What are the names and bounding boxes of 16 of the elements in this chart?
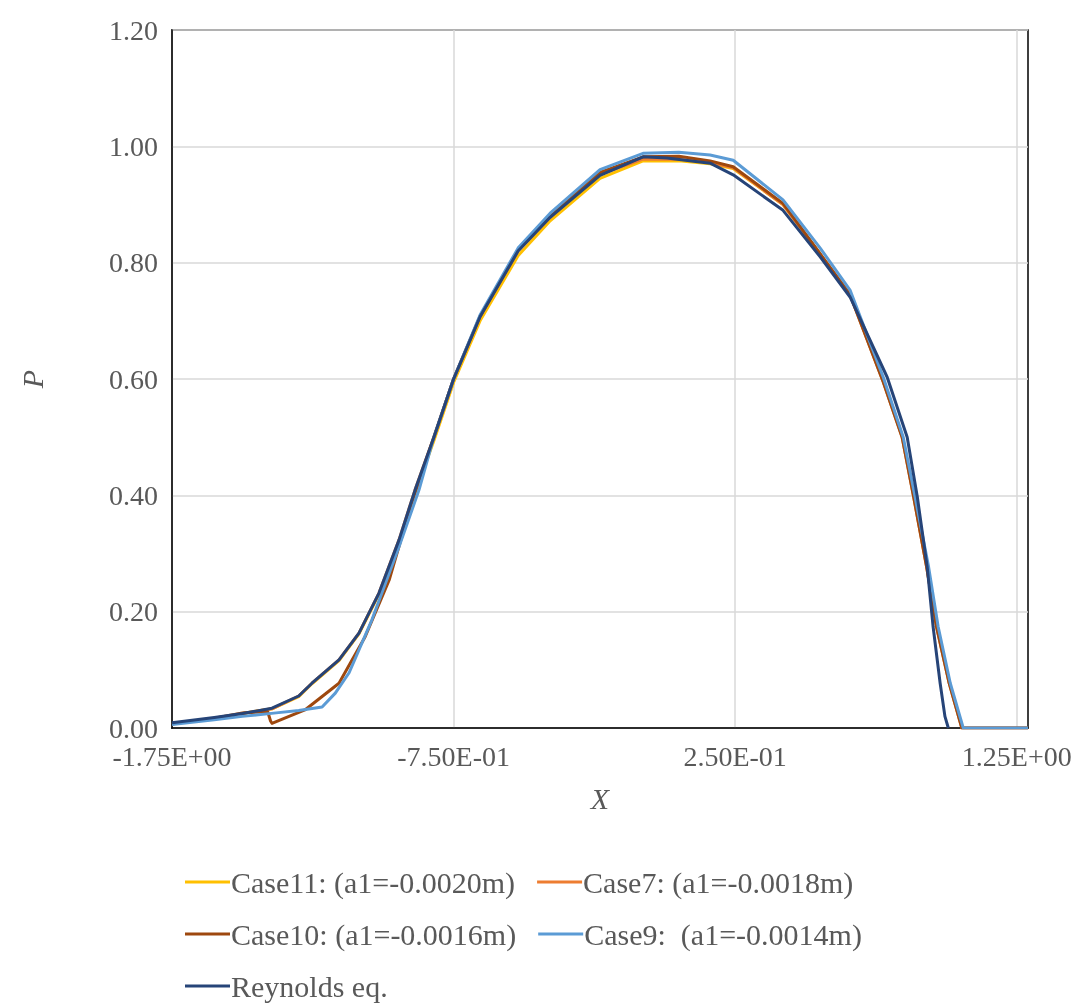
x-tick-label: -7.50E-01 bbox=[397, 740, 510, 772]
x-tick-label: 1.25E+00 bbox=[961, 740, 1072, 772]
x-axis-title: X bbox=[589, 781, 611, 815]
legend-label: Case11: (a1=-0.0020m) bbox=[231, 865, 516, 900]
legend-label: Case7: (a1=-0.0018m) bbox=[583, 865, 854, 900]
y-axis-title: P bbox=[15, 369, 49, 390]
y-tick-label: 0.20 bbox=[109, 596, 158, 628]
y-tick-label: 0.40 bbox=[109, 479, 158, 511]
y-tick-label: 1.00 bbox=[109, 130, 158, 162]
legend-label: Reynolds eq. bbox=[231, 969, 388, 1003]
legend-label: Case10: (a1=-0.0016m) bbox=[231, 917, 517, 952]
y-tick-label: 0.60 bbox=[109, 363, 158, 395]
x-tick-label: 2.50E-01 bbox=[683, 740, 787, 772]
y-tick-label: 1.20 bbox=[109, 14, 158, 46]
y-tick-label: 0.80 bbox=[109, 247, 158, 279]
legend-label: Case9: (a1=-0.0014m) bbox=[584, 917, 862, 952]
